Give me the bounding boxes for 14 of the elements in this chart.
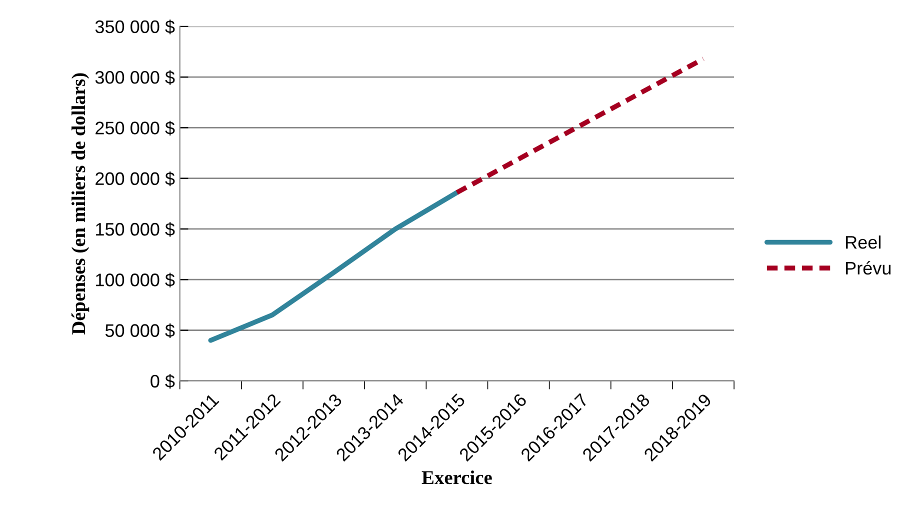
y-tick-label: 200 000 $ [96, 172, 175, 186]
y-axis-title: Dépenses (en miliers de dollars) [71, 73, 90, 335]
line-series [208, 190, 460, 343]
legend-label: Reel [846, 235, 880, 249]
legend-label: Prévu [846, 261, 891, 275]
y-tick-label: 350 000 $ [95, 20, 175, 34]
line-series [454, 56, 706, 195]
y-tick-label: 0 $ [150, 374, 175, 389]
y-tick-label: 100 000 $ [96, 272, 175, 288]
y-tick-label: 300 000 $ [95, 70, 175, 85]
x-axis-title: Exercice [422, 470, 492, 484]
y-tick-label: 50 000 $ [105, 323, 175, 338]
y-tick-label: 150 000 $ [96, 222, 175, 237]
y-tick-label: 250 000 $ [96, 120, 175, 136]
